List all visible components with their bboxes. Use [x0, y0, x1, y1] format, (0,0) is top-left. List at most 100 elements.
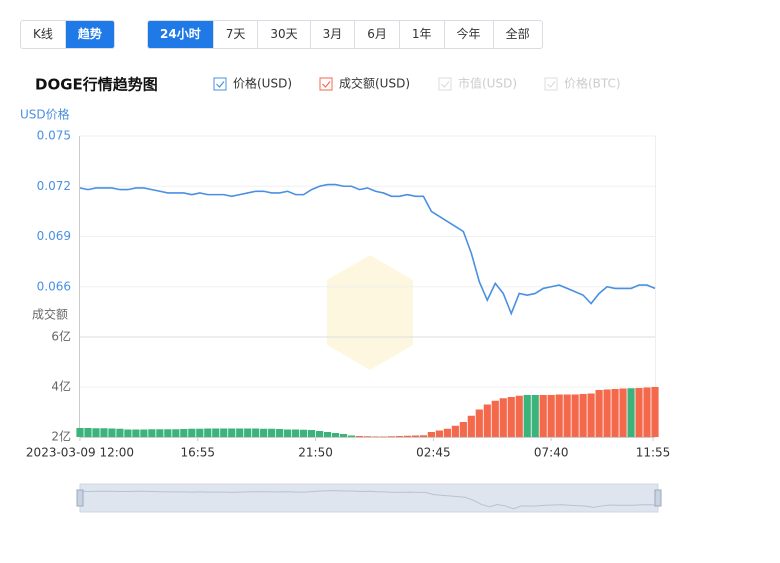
y-tick-label: 2亿 — [51, 429, 71, 444]
volume-bar — [563, 394, 571, 437]
volume-bar — [260, 428, 268, 437]
y-tick-label: 0.069 — [37, 229, 71, 243]
volume-bar — [379, 436, 388, 437]
volume-bar — [459, 422, 467, 437]
tab-button[interactable]: 30天 — [258, 21, 311, 48]
volume-bar — [100, 428, 108, 437]
x-tick-label: 07:40 — [534, 446, 569, 460]
legend-check — [441, 81, 450, 88]
volume-bar — [156, 429, 164, 437]
volume-bar — [371, 436, 380, 437]
y-axis-label: USD价格 — [20, 107, 70, 122]
x-tick-label: 2023-03-09 12:00 — [26, 446, 134, 460]
legend-checkbox[interactable] — [544, 77, 558, 91]
navigator-line — [79, 490, 659, 510]
volume-bar — [467, 415, 475, 437]
volume-bar — [499, 398, 507, 437]
legend-check — [547, 81, 556, 88]
volume-bar — [595, 390, 603, 437]
volume-bar — [92, 428, 100, 437]
volume-bar — [611, 389, 619, 437]
tab-button[interactable]: 趋势 — [65, 21, 114, 48]
volume-bar — [339, 434, 348, 437]
volume-bar — [140, 429, 148, 437]
tab-button[interactable]: 全部 — [505, 27, 530, 41]
volume-bar — [491, 400, 499, 437]
tab-button[interactable]: 6月 — [355, 21, 400, 48]
volume-bar — [507, 397, 515, 437]
volume-bar — [292, 429, 300, 437]
volume-bar — [148, 429, 156, 437]
volume-bar — [228, 428, 236, 437]
tab-button[interactable]: 3月 — [311, 21, 356, 48]
legend-label[interactable]: 市值(USD) — [458, 76, 517, 91]
volume-bar — [635, 388, 643, 437]
x-tick-label: 11:55 — [636, 446, 671, 460]
tab-button[interactable]: 7天 — [214, 21, 259, 48]
navigator-handle[interactable] — [76, 489, 84, 507]
x-tick-label: 02:45 — [416, 446, 451, 460]
volume-bar — [76, 428, 84, 437]
tab-button[interactable]: 今年 — [445, 21, 494, 48]
legend-checkbox[interactable] — [213, 77, 227, 91]
volume-bar — [523, 395, 531, 437]
volume-bar — [315, 431, 324, 437]
legend-label[interactable]: 成交额(USD) — [339, 76, 410, 91]
volume-bar — [643, 387, 651, 437]
volume-bar — [355, 436, 364, 437]
volume-bar — [363, 436, 372, 437]
volume-bar — [323, 432, 332, 437]
volume-bar — [619, 388, 627, 437]
volume-bar — [419, 435, 427, 437]
volume-bar — [387, 436, 396, 437]
chart-title: DOGE行情趋势图 — [35, 76, 158, 94]
volume-bar — [252, 428, 260, 437]
volume-bar — [435, 430, 443, 437]
y-axis-label: 成交额 — [32, 307, 68, 322]
volume-bar — [579, 394, 587, 437]
volume-bar — [132, 429, 140, 437]
legend-label[interactable]: 价格(BTC) — [564, 76, 621, 91]
volume-bar — [587, 393, 595, 437]
volume-bar — [539, 395, 547, 437]
volume-bar — [451, 425, 459, 437]
volume-bar — [475, 409, 483, 437]
volume-bar — [204, 428, 212, 437]
volume-bar — [651, 387, 659, 437]
volume-bar — [180, 429, 188, 437]
volume-bar — [236, 428, 244, 437]
volume-bar — [244, 428, 252, 437]
tab-button[interactable]: K线 — [21, 21, 66, 48]
volume-bar — [443, 428, 451, 437]
volume-bar — [571, 394, 579, 437]
volume-bar — [403, 435, 412, 437]
tab-group: K线 趋势 — [20, 20, 115, 49]
volume-bar — [627, 388, 635, 437]
volume-bar — [116, 428, 124, 437]
volume-bar — [308, 430, 316, 437]
tab-button[interactable]: 1年 — [400, 21, 445, 48]
volume-bar — [284, 429, 292, 437]
volume-bar — [395, 436, 404, 437]
volume-bar — [268, 428, 276, 437]
volume-bar — [196, 428, 204, 437]
legend-check — [216, 81, 225, 88]
y-tick-label: 4亿 — [51, 379, 71, 394]
volume-bar — [188, 428, 196, 437]
y-tick-label: 6亿 — [51, 329, 71, 344]
volume-bar — [483, 404, 491, 437]
tab-button[interactable]: 24小时 — [148, 21, 214, 48]
navigator-handle[interactable] — [654, 489, 662, 507]
volume-bar — [515, 395, 523, 437]
volume-bar — [124, 429, 132, 437]
volume-bar — [172, 429, 180, 437]
legend-label[interactable]: 价格(USD) — [233, 76, 292, 91]
legend-checkbox[interactable] — [438, 77, 452, 91]
volume-bar — [220, 428, 228, 437]
volume-bar — [276, 429, 284, 437]
y-tick-label: 0.075 — [37, 129, 71, 143]
legend-checkbox[interactable] — [319, 77, 333, 91]
volume-bar — [427, 432, 435, 437]
